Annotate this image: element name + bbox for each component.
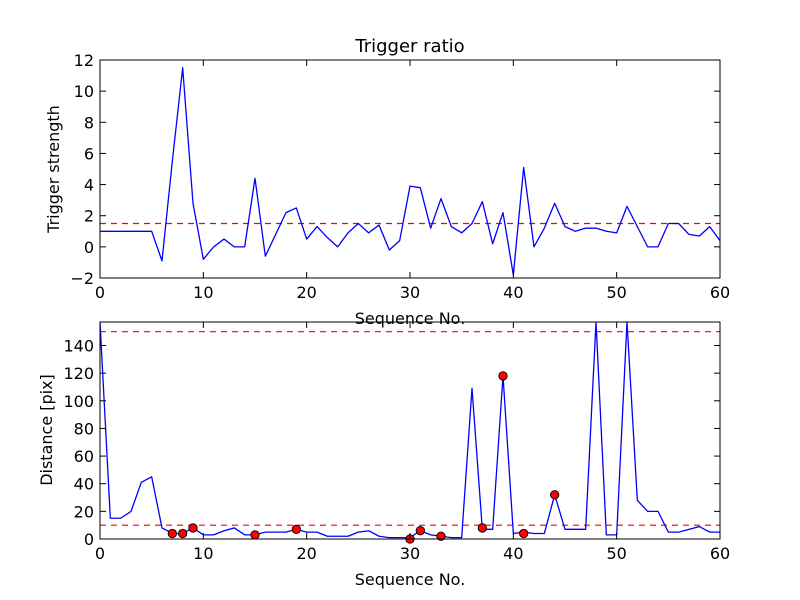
data-point-marker xyxy=(178,528,188,539)
x-tick-label: 10 xyxy=(193,544,213,563)
distance-y-axis-label: Distance [pix] xyxy=(37,374,56,486)
y-tick-label: 2 xyxy=(84,207,94,226)
y-tick-label: 8 xyxy=(84,113,94,132)
y-tick-label: 60 xyxy=(74,447,94,466)
y-tick-label: 120 xyxy=(63,364,94,383)
trigger-x-axis-label: Sequence No. xyxy=(355,309,466,328)
y-tick-label: 140 xyxy=(63,336,94,355)
x-tick-label: 30 xyxy=(400,283,420,302)
data-point-marker xyxy=(436,531,446,541)
x-tick-label: 30 xyxy=(400,544,420,563)
distance-plot-area xyxy=(100,322,720,544)
y-tick-label: 4 xyxy=(84,176,94,195)
y-tick-label: 40 xyxy=(74,475,94,494)
x-tick-label: 40 xyxy=(503,544,523,563)
data-point-marker xyxy=(250,530,260,540)
data-point-marker xyxy=(188,523,198,533)
distance-x-axis-label: Sequence No. xyxy=(355,570,466,589)
x-tick-label: 50 xyxy=(606,544,626,563)
y-tick-label: 6 xyxy=(84,144,94,163)
x-tick-label: 0 xyxy=(95,283,105,302)
series-group xyxy=(100,322,720,539)
distance-ticks: 0 10 20 30 40 50 60 0 20 40 60 80 100 120 140 xyxy=(63,322,730,563)
trigger-plot-area xyxy=(100,67,720,276)
y-tick-label: 100 xyxy=(63,392,94,411)
data-point-marker xyxy=(550,490,560,500)
distance-axes: 0 10 20 30 40 50 60 0 20 40 60 80 100 120 140 Sequence… xyxy=(37,321,730,589)
y-tick-label: 10 xyxy=(74,82,94,101)
series-group xyxy=(100,67,720,276)
data-point-marker xyxy=(167,528,177,539)
chart-title: Trigger ratio xyxy=(354,36,464,57)
data-point-marker xyxy=(291,524,301,534)
y-tick-label: 12 xyxy=(74,51,94,70)
y-tick-label: 80 xyxy=(74,419,94,438)
data-point-marker xyxy=(519,528,529,539)
x-tick-label: 20 xyxy=(296,544,316,563)
x-tick-label: 0 xyxy=(95,544,105,563)
data-point-marker xyxy=(415,526,425,536)
x-tick-label: 20 xyxy=(296,283,316,302)
x-tick-label: 60 xyxy=(710,283,730,302)
y-tick-label: 0 xyxy=(84,530,94,549)
series-line-0 xyxy=(100,322,720,539)
x-tick-label: 50 xyxy=(606,283,626,302)
x-tick-label: 40 xyxy=(503,283,523,302)
data-point-marker xyxy=(498,371,508,381)
y-tick-label: 0 xyxy=(84,238,94,257)
y-tick-label: −2 xyxy=(70,269,94,288)
x-tick-label: 10 xyxy=(193,283,213,302)
series-line-0 xyxy=(100,67,720,276)
distance-axes-frame xyxy=(99,321,721,540)
data-point-marker xyxy=(477,523,487,533)
trigger-axes-frame xyxy=(99,59,721,279)
trigger-y-axis-label: Trigger strength xyxy=(44,105,63,234)
y-tick-label: 20 xyxy=(74,502,94,521)
x-tick-label: 60 xyxy=(710,544,730,563)
marker-group xyxy=(167,371,560,544)
